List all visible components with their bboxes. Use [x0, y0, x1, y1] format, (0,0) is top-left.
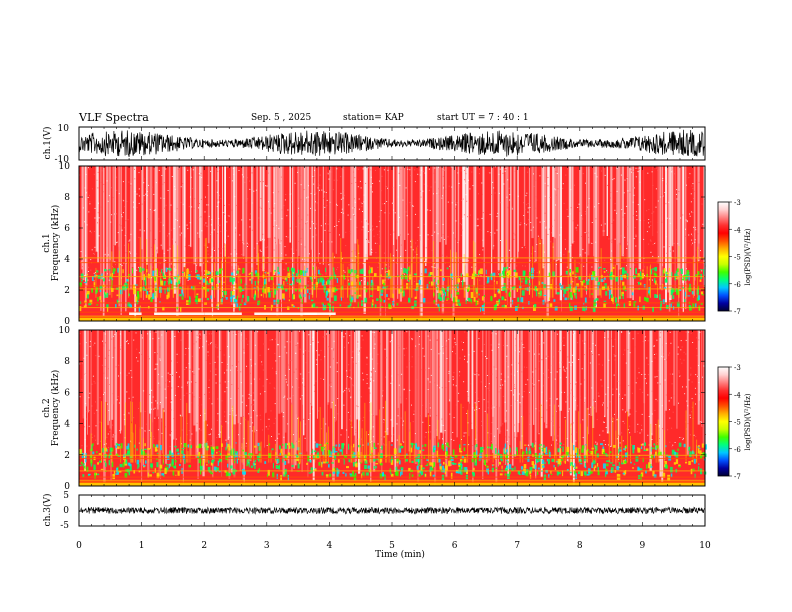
ch3-ytick-top: 5 — [63, 491, 69, 501]
y-tick-label: 6 — [64, 388, 70, 398]
time-axis-label: Time (min) — [375, 549, 425, 560]
y-tick-label: 4 — [64, 255, 70, 265]
start-time-label: start UT = 7 : 40 : 1 — [437, 113, 529, 123]
spectrogram-ch1-image — [79, 166, 707, 321]
x-tick-label: 3 — [264, 541, 270, 551]
ch2-spectrogram-ylabel-frequency: Frequency (kHz) — [50, 370, 61, 447]
y-tick-label: 2 — [64, 451, 70, 461]
ch1-spectrogram-ylabel-channel: ch.1 — [42, 233, 52, 252]
x-tick-label: 4 — [327, 541, 333, 551]
colorbar-tick-label: -3 — [734, 364, 741, 372]
x-tick-label: 0 — [76, 541, 82, 551]
y-tick-label: 6 — [64, 224, 70, 234]
spectrogram-ch2-panel: 10 8 6 4 2 0 ch.2 Frequency (kHz) — [42, 326, 707, 492]
ch2-spectrogram-ylabel-channel: ch.2 — [42, 398, 52, 417]
waveform-ch1-trace — [78, 129, 706, 157]
colorbar-tick-label: -6 — [734, 281, 741, 289]
ch3-ylabel: ch.3(V) — [42, 494, 53, 527]
x-tick-label: 7 — [514, 541, 520, 551]
x-tick-label: 6 — [452, 541, 458, 551]
x-tick-label: 5 — [389, 541, 395, 551]
colorbar-ch1-label: log(PSD)(V²/Hz) — [744, 228, 752, 285]
waveform-ch3-trace — [78, 506, 706, 515]
colorbar-tick-label: -5 — [734, 419, 741, 427]
waveform-ch3-panel: 5 0 -5 ch.3(V) 0 1 2 3 4 5 6 7 8 9 10 Time (min) — [42, 491, 711, 560]
ch1-ytick-top: 10 — [58, 124, 70, 134]
colorbar-tick-label: -6 — [734, 446, 741, 454]
y-tick-label: 0 — [64, 482, 70, 492]
colorbar-ch2-label: log(PSD)(V²/Hz) — [744, 393, 752, 450]
x-tick-label: 1 — [139, 541, 145, 551]
x-tick-label: 9 — [640, 541, 646, 551]
ch1-ylabel: ch.1(V) — [42, 127, 53, 160]
spectrogram-ch1-panel: 10 8 6 4 2 0 ch.1 Frequency (kHz) — [42, 162, 707, 327]
station-label: station= KAP — [343, 113, 404, 123]
colorbar-tick-label: -5 — [734, 254, 741, 262]
y-tick-label: 10 — [59, 326, 71, 336]
colorbar-tick-label: -4 — [734, 226, 741, 234]
y-tick-label: 8 — [64, 193, 70, 203]
colorbar-ch1: -3 -4 -5 -6 -7 log(PSD)(V²/Hz) — [717, 199, 752, 316]
x-tick-label: 8 — [577, 541, 583, 551]
ch1-spectrogram-ylabel-frequency: Frequency (kHz) — [50, 205, 61, 282]
colorbar-tick-label: -7 — [734, 308, 741, 316]
colorbar-tick-label: -3 — [734, 199, 741, 207]
y-tick-label: 0 — [64, 317, 70, 327]
y-tick-label: 4 — [64, 420, 70, 430]
x-tick-label: 10 — [699, 541, 711, 551]
colorbar-tick-label: -4 — [734, 391, 741, 399]
ch3-ytick-middle: 0 — [63, 506, 69, 516]
ch1-ytick-bottom: -10 — [55, 155, 70, 165]
x-tick-label: 2 — [201, 541, 207, 551]
y-tick-label: 10 — [59, 162, 71, 172]
spectrogram-ch2-image — [79, 330, 707, 486]
y-tick-label: 2 — [64, 286, 70, 296]
ch3-ytick-bottom: -5 — [60, 521, 69, 531]
date-label: Sep. 5 , 2025 — [251, 113, 312, 123]
plot-title: VLF Spectra — [79, 111, 149, 124]
colorbar-tick-label: -7 — [734, 473, 741, 481]
y-tick-label: 8 — [64, 357, 70, 367]
waveform-ch1-panel: 10 -10 ch.1(V) — [42, 124, 706, 165]
colorbar-ch2: -3 -4 -5 -6 -7 log(PSD)(V²/Hz) — [717, 364, 752, 481]
